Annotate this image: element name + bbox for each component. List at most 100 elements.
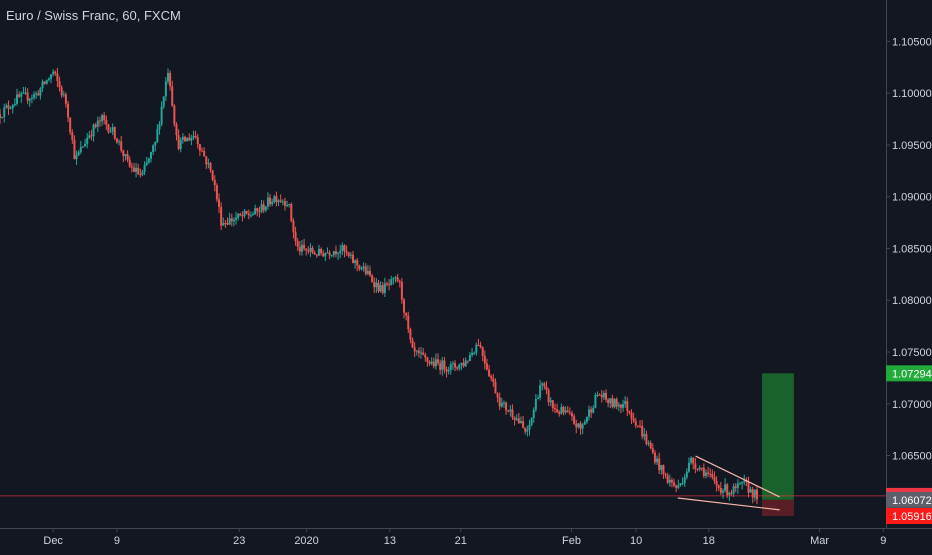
wedge-upper-trendline[interactable]: [695, 455, 780, 498]
candle-body: [515, 418, 518, 420]
candle-body: [20, 93, 23, 97]
candle-body: [98, 120, 101, 122]
target-zone[interactable]: [761, 373, 794, 500]
candle-body: [392, 278, 395, 280]
x-tick-label: Mar: [810, 535, 829, 547]
candle-body: [7, 105, 10, 109]
candle-body: [281, 201, 284, 203]
candle-body: [28, 98, 31, 101]
time-axis-ticks[interactable]: Dec 9 23 2020 13 21 Feb 10 18 Mar 9: [43, 528, 886, 547]
candle-body: [152, 145, 155, 153]
candle-body: [619, 404, 622, 408]
candle-body: [332, 251, 335, 256]
candle-body: [579, 423, 582, 429]
candle-body: [396, 277, 399, 282]
candle-body: [451, 363, 454, 365]
candle-body: [115, 138, 118, 143]
candle-body: [626, 401, 629, 411]
price-axis-ticks[interactable]: 1.10500 1.10000 1.09500 1.09000 1.08500 1.080…: [886, 36, 932, 463]
candle-body: [162, 96, 165, 107]
candle-body: [201, 150, 204, 152]
x-tick-label: 2020: [294, 535, 318, 547]
x-tick-label: Feb: [562, 535, 581, 547]
candle-body: [670, 479, 673, 483]
wedge-lower-trendline[interactable]: [677, 497, 780, 511]
candle-body: [203, 150, 206, 157]
candle-body: [241, 215, 244, 217]
candle-body: [118, 141, 121, 143]
candle-body: [337, 252, 340, 254]
candle-body: [736, 483, 739, 488]
long-position-tool[interactable]: [761, 373, 794, 516]
candle-body: [84, 143, 87, 147]
candle-body: [585, 416, 588, 423]
candle-body: [711, 473, 714, 478]
candle-body: [411, 339, 414, 348]
candle-body: [502, 402, 505, 404]
candle-body: [128, 159, 131, 167]
candle-body: [292, 220, 295, 233]
candle-body: [235, 217, 238, 220]
candle-body: [175, 124, 178, 136]
candle-body: [296, 241, 299, 247]
candle-body: [713, 477, 716, 481]
price-badge: [886, 491, 932, 508]
candle-body: [481, 347, 484, 356]
candle-body: [228, 218, 231, 225]
candle-body: [534, 399, 537, 410]
y-tick-label: 1.09500: [892, 140, 932, 152]
candle-body: [41, 81, 44, 89]
candle-body: [247, 213, 250, 216]
candle-body: [702, 467, 705, 476]
candle-body: [721, 490, 724, 493]
candle-body: [732, 486, 735, 494]
candle-body: [307, 250, 310, 252]
candle-body: [526, 429, 529, 432]
candle-body: [728, 492, 731, 496]
candle-body: [62, 94, 65, 96]
x-tick-label: 21: [455, 535, 467, 547]
candle-body: [177, 135, 180, 149]
candle-body: [339, 250, 342, 253]
candle-body: [564, 410, 567, 413]
candle-body: [173, 105, 176, 125]
candle-body: [704, 472, 707, 476]
candle-body: [224, 223, 227, 225]
candle-body: [343, 245, 346, 252]
candle-body: [645, 434, 648, 444]
candle-body: [624, 401, 627, 405]
candle-body: [536, 397, 539, 400]
candle-body: [156, 129, 159, 142]
candle-body: [507, 410, 510, 412]
candle-body: [158, 124, 161, 130]
candle-body: [594, 394, 597, 408]
candle-body: [596, 394, 599, 396]
stop-zone[interactable]: [761, 499, 794, 516]
price-badge-label: 1.06072: [892, 495, 932, 507]
candle-body: [126, 154, 129, 160]
candle-body: [649, 442, 652, 449]
candle-body: [309, 247, 312, 252]
candle-body: [347, 252, 350, 256]
candle-body: [543, 383, 546, 387]
candle-body: [566, 410, 569, 413]
candle-body: [547, 390, 550, 403]
y-tick-label: 1.10000: [892, 88, 932, 100]
candle-body: [207, 163, 210, 165]
candle-body: [56, 73, 59, 82]
drawings-layer[interactable]: [0, 455, 886, 511]
candle-body: [371, 275, 374, 282]
candle-body: [94, 124, 97, 127]
candle-body: [513, 417, 516, 420]
candle-body: [556, 409, 559, 412]
candle-body: [755, 489, 758, 500]
candle-body: [24, 92, 27, 94]
candle-body: [109, 131, 112, 133]
candle-body: [239, 213, 242, 216]
candle-body: [428, 361, 431, 364]
candle-body: [456, 367, 459, 369]
candle-body: [528, 424, 531, 430]
candle-body: [575, 423, 578, 428]
